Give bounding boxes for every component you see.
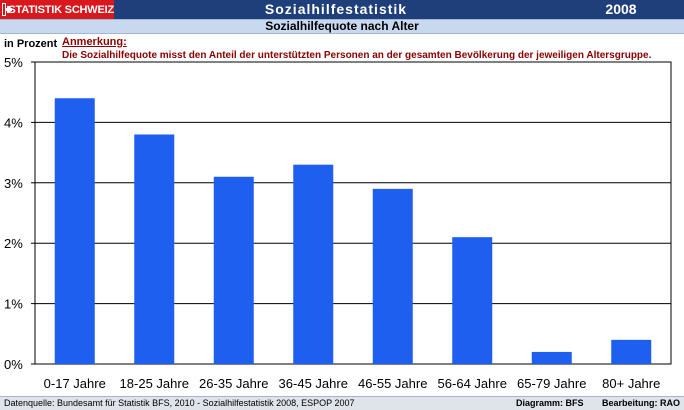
- editing-credit: Bearbeitung: RAO: [601, 398, 680, 408]
- header-bar: STATISTIK SCHWEIZ Sozialhilfestatistik 2…: [0, 0, 684, 19]
- x-tick-label: 65-79 Jahre: [517, 376, 586, 391]
- note-title: Anmerkung:: [62, 36, 127, 48]
- bar: [611, 339, 652, 364]
- chart-subtitle: Sozialhilfequote nach Alter: [265, 19, 419, 33]
- year-label: 2008: [605, 1, 637, 17]
- bar: [134, 134, 175, 364]
- x-tick-label: 56-64 Jahre: [438, 376, 507, 391]
- x-tick-label: 46-55 Jahre: [358, 376, 427, 391]
- logo-text: STATISTIK SCHWEIZ: [8, 3, 114, 16]
- logo: STATISTIK SCHWEIZ: [0, 0, 114, 19]
- subtitle-bar: Sozialhilfequote nach Alter: [0, 19, 684, 34]
- y-tick-label: 4%: [4, 115, 23, 130]
- x-tick-label: 36-45 Jahre: [279, 376, 348, 391]
- bar: [293, 164, 334, 364]
- x-tick-label: 18-25 Jahre: [120, 376, 189, 391]
- swiss-cross-icon: [2, 3, 12, 16]
- bar: [372, 188, 413, 364]
- page-title: Sozialhilfestatistik: [264, 1, 408, 17]
- x-tick-label: 80+ Jahre: [602, 376, 660, 391]
- x-tick-label: 0-17 Jahre: [44, 376, 106, 391]
- data-source: Datenquelle: Bundesamt für Statistik BFS…: [4, 398, 355, 408]
- y-tick-label: 3%: [4, 176, 23, 191]
- y-tick-label: 1%: [4, 297, 23, 312]
- x-tick-label: 26-35 Jahre: [199, 376, 268, 391]
- y-tick-label: 5%: [4, 55, 23, 70]
- plot-frame: [34, 61, 672, 365]
- note-text: Die Sozialhilfequote misst den Anteil de…: [62, 50, 652, 61]
- bar-chart: 0% 1% 2% 3% 4% 5% 0-17 Jahre 18-25 Jahre 26-35 J…: [4, 55, 672, 391]
- bar: [452, 237, 493, 364]
- bar: [531, 351, 572, 364]
- y-tick-label: 0%: [4, 357, 23, 372]
- bar: [213, 176, 254, 364]
- footer: Datenquelle: Bundesamt für Statistik BFS…: [0, 396, 684, 410]
- diagram-credit: Diagramm: BFS: [516, 398, 584, 408]
- y-tick-label: 2%: [4, 236, 23, 251]
- y-axis-unit-label: in Prozent: [4, 38, 58, 50]
- bar: [54, 98, 95, 365]
